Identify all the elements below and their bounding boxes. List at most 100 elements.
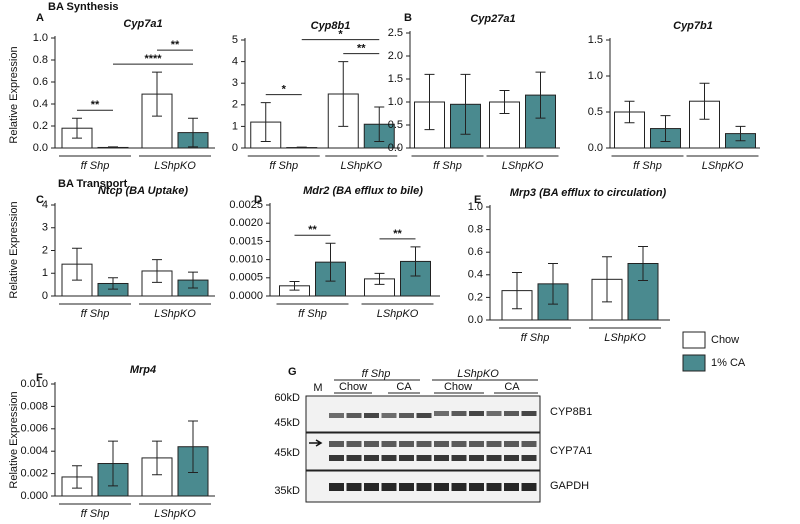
blot-band xyxy=(469,483,484,491)
y-tick-label: 1.5 xyxy=(388,73,403,85)
blot-arrow xyxy=(309,439,323,447)
blot-band xyxy=(521,483,537,491)
blot-band xyxy=(504,455,519,461)
section-title: BA Transport xyxy=(58,178,128,190)
x-tick-label: ff Shp xyxy=(298,308,327,320)
blot-protein: CYP7A1 xyxy=(550,445,592,457)
x-tick-label: LShpKO xyxy=(702,160,744,172)
y-tick-label: 0.008 xyxy=(20,400,48,412)
x-tick-label: ff Shp xyxy=(633,160,662,172)
blot-band xyxy=(381,483,397,491)
y-tick-label: 2 xyxy=(42,244,48,256)
blot-band xyxy=(329,413,344,418)
blot-band xyxy=(486,455,502,461)
legend-swatch xyxy=(682,354,706,372)
y-tick-label: 2.0 xyxy=(388,50,403,62)
y-tick-label: 3 xyxy=(232,77,238,89)
error-bar xyxy=(374,106,385,143)
y-tick-label: 0.002 xyxy=(20,468,48,480)
y-tick-label: 0 xyxy=(232,142,238,154)
blot-band xyxy=(504,441,519,447)
significance-label: * xyxy=(338,29,343,41)
error-bar xyxy=(638,246,648,281)
blot-band xyxy=(364,455,379,461)
y-tick-label: 0.000 xyxy=(20,490,48,502)
x-tick-label: ff Shp xyxy=(269,160,298,172)
error-bar xyxy=(602,256,612,303)
blot-band xyxy=(416,483,432,491)
blot-band xyxy=(469,455,484,461)
error-bar xyxy=(699,82,710,120)
error-bar xyxy=(72,465,82,489)
y-tick-label: 3 xyxy=(42,222,48,234)
blot-band xyxy=(469,441,484,447)
error-bar xyxy=(72,247,82,281)
y-tick-label: 0.2 xyxy=(33,120,48,132)
y-axis-title: Relative Expression xyxy=(8,201,20,298)
legend-label: 1% CA xyxy=(711,357,746,369)
error-bar xyxy=(460,73,471,135)
y-axis-title: Relative Expression xyxy=(8,391,20,488)
blot-band xyxy=(451,441,467,447)
chart-title: Ntcp (BA Uptake) xyxy=(98,185,188,197)
significance-label: **** xyxy=(144,53,162,65)
blot-condition: CA xyxy=(396,381,412,393)
panel-letter: C xyxy=(36,194,44,206)
y-tick-label: 0.0 xyxy=(33,142,48,154)
blot-band xyxy=(521,411,537,416)
y-tick-label: 0.8 xyxy=(468,224,483,236)
error-bar xyxy=(548,263,558,305)
error-bar xyxy=(152,259,162,283)
chart-title: Mrp3 (BA efflux to circulation) xyxy=(510,187,667,199)
x-tick-label: LShpKO xyxy=(502,160,544,172)
blot-band xyxy=(399,483,414,491)
significance-label: ** xyxy=(171,39,180,51)
y-tick-label: 0.004 xyxy=(20,445,48,457)
blot-band xyxy=(434,411,449,416)
y-tick-label: 0.5 xyxy=(388,119,403,131)
blot-band xyxy=(416,455,432,461)
blot-marker: 45kD xyxy=(274,447,300,459)
blot-band xyxy=(346,441,362,447)
chart-title: Cyp7a1 xyxy=(123,18,162,30)
significance-label: ** xyxy=(91,99,100,111)
blot-marker-lane: M xyxy=(313,382,322,394)
y-tick-label: 0.4 xyxy=(33,98,48,110)
error-bar xyxy=(188,271,198,289)
error-bar xyxy=(535,71,546,119)
y-tick-label: 0.0010 xyxy=(229,254,263,266)
blot-protein: CYP8B1 xyxy=(550,406,592,418)
blot-group: ff Shp xyxy=(362,368,391,380)
blot-band xyxy=(451,483,467,491)
blot-band xyxy=(346,413,362,418)
blot-band xyxy=(381,413,397,418)
panel-letter: F xyxy=(36,372,43,384)
blot-band xyxy=(399,441,414,447)
x-tick-label: LShpKO xyxy=(340,160,382,172)
y-tick-label: 0.0000 xyxy=(229,290,263,302)
x-tick-label: ff Shp xyxy=(81,508,110,520)
y-tick-label: 1.5 xyxy=(588,34,603,46)
error-bar xyxy=(289,280,300,291)
blot-band xyxy=(364,483,379,491)
blot-band xyxy=(451,455,467,461)
error-bar xyxy=(188,117,198,148)
y-tick-label: 4 xyxy=(232,56,238,68)
blot-band xyxy=(329,441,344,447)
chart-title: Cyp7b1 xyxy=(673,20,713,32)
y-tick-label: 0.2 xyxy=(468,291,483,303)
error-bar xyxy=(296,146,307,149)
x-tick-label: LShpKO xyxy=(154,508,196,520)
y-tick-label: 0.6 xyxy=(33,76,48,88)
y-tick-label: 2 xyxy=(232,99,238,111)
blot-condition: CA xyxy=(504,381,520,393)
panel-letter: G xyxy=(288,366,297,378)
y-tick-label: 0.006 xyxy=(20,423,48,435)
blot-band xyxy=(434,441,449,447)
error-bar xyxy=(735,125,746,142)
y-tick-label: 1 xyxy=(42,267,48,279)
blot-band xyxy=(504,411,519,416)
panel-letter: E xyxy=(474,194,481,206)
error-bar xyxy=(188,420,198,473)
